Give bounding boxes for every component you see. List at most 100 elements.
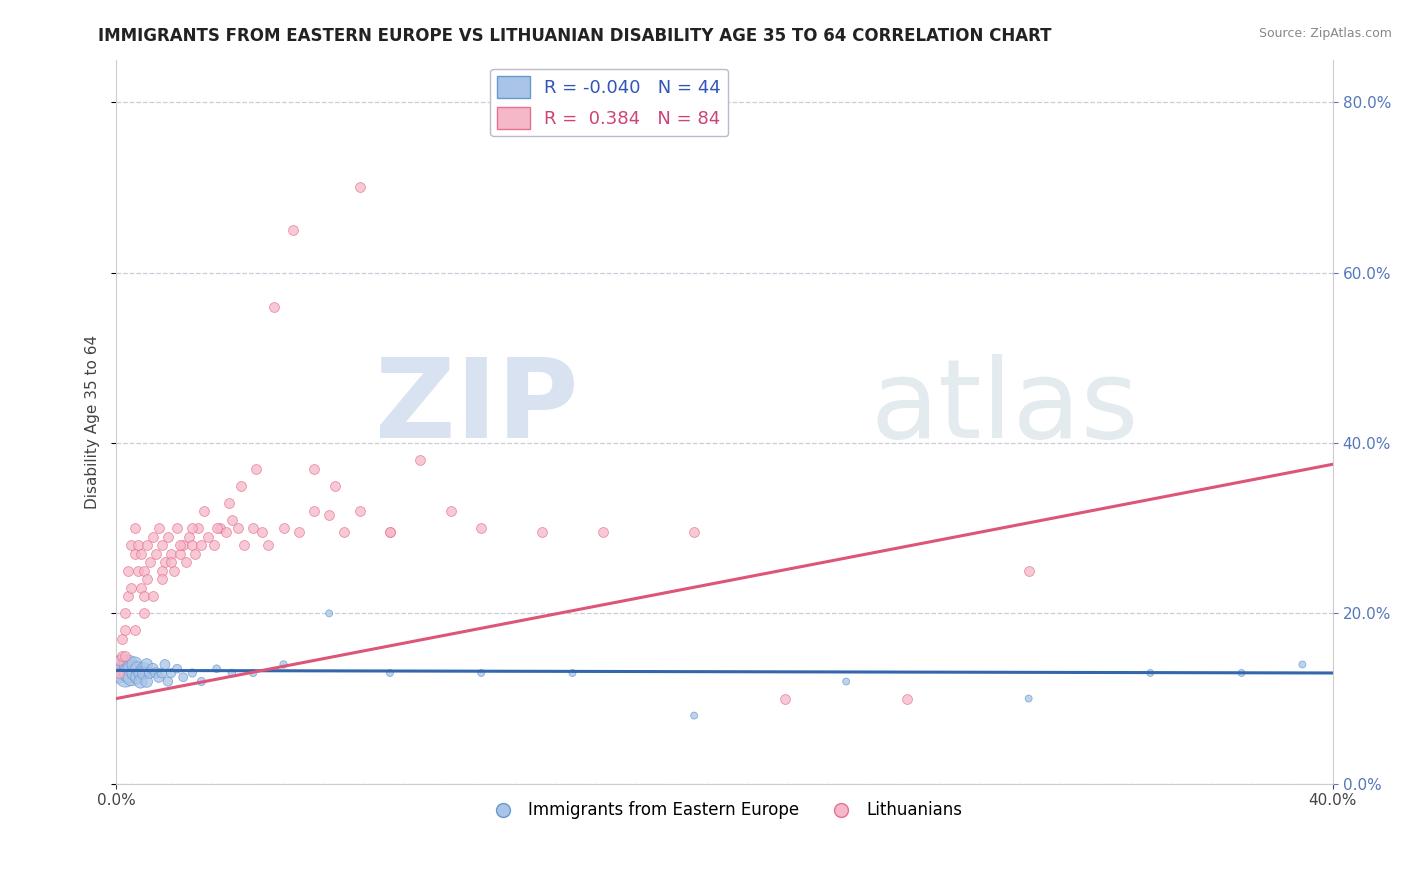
Point	[273, 657, 295, 672]
Point	[378, 665, 401, 680]
Point	[124, 624, 146, 638]
Point	[378, 525, 401, 540]
Point	[166, 662, 188, 676]
Point	[142, 530, 165, 544]
Point	[252, 525, 274, 540]
Point	[127, 564, 149, 578]
Point	[257, 538, 280, 552]
Point	[333, 525, 356, 540]
Point	[150, 564, 173, 578]
Point	[127, 662, 149, 676]
Point	[124, 657, 146, 672]
Point	[302, 504, 325, 518]
Text: atlas: atlas	[870, 354, 1139, 460]
Point	[114, 648, 136, 663]
Point	[181, 521, 204, 535]
Point	[124, 665, 146, 680]
Point	[775, 691, 797, 706]
Point	[281, 223, 304, 237]
Point	[205, 662, 228, 676]
Point	[242, 521, 264, 535]
Point	[169, 547, 191, 561]
Point	[896, 691, 918, 706]
Point	[160, 555, 183, 569]
Point	[121, 670, 143, 684]
Point	[172, 670, 194, 684]
Point	[150, 538, 173, 552]
Point	[172, 538, 194, 552]
Point	[193, 504, 215, 518]
Point	[114, 662, 136, 676]
Point	[318, 607, 340, 621]
Point	[273, 521, 295, 535]
Point	[160, 665, 183, 680]
Y-axis label: Disability Age 35 to 64: Disability Age 35 to 64	[86, 334, 100, 508]
Point	[150, 572, 173, 586]
Point	[132, 665, 155, 680]
Point	[132, 590, 155, 604]
Point	[108, 653, 131, 667]
Point	[114, 624, 136, 638]
Point	[117, 564, 139, 578]
Point	[531, 525, 554, 540]
Point	[132, 564, 155, 578]
Point	[129, 665, 152, 680]
Point	[166, 521, 188, 535]
Point	[108, 665, 131, 680]
Point	[127, 670, 149, 684]
Point	[138, 555, 160, 569]
Point	[124, 547, 146, 561]
Point	[179, 530, 201, 544]
Point	[184, 547, 207, 561]
Text: ZIP: ZIP	[375, 354, 578, 460]
Point	[117, 590, 139, 604]
Point	[221, 665, 243, 680]
Point	[153, 657, 176, 672]
Point	[148, 521, 170, 535]
Point	[145, 665, 167, 680]
Point	[245, 461, 267, 475]
Point	[169, 538, 191, 552]
Point	[150, 665, 173, 680]
Point	[409, 453, 432, 467]
Point	[1018, 564, 1040, 578]
Point	[135, 572, 157, 586]
Point	[124, 521, 146, 535]
Point	[111, 657, 134, 672]
Point	[145, 547, 167, 561]
Point	[174, 555, 197, 569]
Point	[287, 525, 309, 540]
Point	[135, 674, 157, 689]
Point	[135, 538, 157, 552]
Legend: Immigrants from Eastern Europe, Lithuanians: Immigrants from Eastern Europe, Lithuani…	[479, 795, 969, 826]
Point	[208, 521, 231, 535]
Point	[683, 708, 706, 723]
Point	[218, 495, 240, 509]
Point	[1291, 657, 1313, 672]
Point	[190, 538, 212, 552]
Point	[1230, 665, 1253, 680]
Point	[156, 674, 179, 689]
Point	[127, 538, 149, 552]
Point	[181, 665, 204, 680]
Point	[1018, 691, 1040, 706]
Point	[470, 665, 492, 680]
Point	[323, 478, 346, 492]
Point	[242, 665, 264, 680]
Point	[135, 657, 157, 672]
Point	[187, 521, 209, 535]
Point	[142, 590, 165, 604]
Point	[121, 538, 143, 552]
Point	[160, 547, 183, 561]
Point	[129, 581, 152, 595]
Point	[215, 525, 238, 540]
Point	[111, 648, 134, 663]
Point	[132, 662, 155, 676]
Point	[117, 657, 139, 672]
Point	[156, 530, 179, 544]
Point	[121, 581, 143, 595]
Text: Source: ZipAtlas.com: Source: ZipAtlas.com	[1258, 27, 1392, 40]
Point	[1139, 665, 1161, 680]
Point	[129, 674, 152, 689]
Point	[233, 538, 256, 552]
